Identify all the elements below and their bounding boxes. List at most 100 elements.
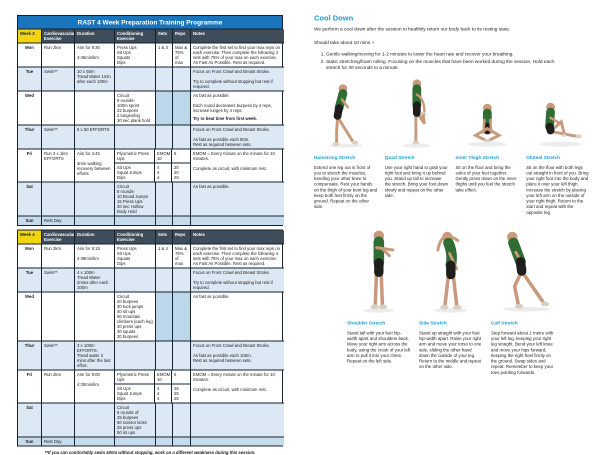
cell-notes: As fast as possible. xyxy=(191,182,284,217)
cell-duration xyxy=(75,182,115,217)
cell-notes: EMOM = Every minute on the minute for 10… xyxy=(191,370,284,404)
cell-duration: 10 x 50m Tread Water 1min after each 100… xyxy=(75,67,115,92)
week-badge: Week 4 xyxy=(18,230,42,245)
cell-duration: 3 x 100m EFFORTS. Tread water 2 mins aft… xyxy=(75,341,115,371)
cell-sets xyxy=(156,216,173,225)
cell-conditioning xyxy=(115,268,156,293)
swim-footnote: **If you can comfortably swim 400m witho… xyxy=(44,450,256,455)
cell-cardio: Rest Day xyxy=(42,437,75,446)
stretch-description: Step forward about 1 metre with your lef… xyxy=(491,330,554,375)
cell-reps xyxy=(173,437,191,446)
table-header-row: Week 4 Cardiovascular Exercise Duration … xyxy=(18,230,284,245)
cell-duration xyxy=(75,216,115,225)
cell-sets xyxy=(156,67,173,92)
cell-notes xyxy=(191,216,284,225)
col-header-duration: Duration xyxy=(75,230,115,245)
hamstring-stretch-photo xyxy=(314,76,378,149)
cell-reps xyxy=(173,341,191,371)
cell-duration: Aim for 9:15 4:38min/km xyxy=(75,244,115,269)
col-header-sets: Sets xyxy=(156,230,173,245)
stretch-card-side: Side Stretch Stand up straight with your… xyxy=(419,226,483,375)
cell-sets: 4 4 4 xyxy=(155,162,172,182)
document-title: RAST 4 Week Preparation Training Program… xyxy=(17,15,283,29)
cell-notes: Focus on Front Crawl and Breast Stroke. … xyxy=(191,341,284,371)
step-item: Gentle walking/moving for 1-2 minutes to… xyxy=(326,52,566,58)
cell-reps xyxy=(173,125,191,150)
cell-notes: Focus on Front Crawl and Breast Stroke. … xyxy=(191,125,284,150)
cell-conditioning xyxy=(115,67,156,92)
cell-reps xyxy=(173,182,191,217)
cell-notes: Complete the first set to find your max … xyxy=(191,244,284,269)
cell-cardio: Swim** xyxy=(42,268,75,293)
cell-conditioning: Sit Ups Squat Jumps Dips xyxy=(115,383,155,403)
cell-duration xyxy=(75,403,115,438)
cell-conditioning: Plyometric Press Ups xyxy=(115,370,155,384)
cell-cardio: Swim** xyxy=(42,125,75,150)
cell-sets xyxy=(156,182,173,217)
cell-notes: As fast as possible. Each round decrease… xyxy=(191,92,284,126)
stretch-card-gluteal: Gluteal Stretch Sit on the floor with bo… xyxy=(526,76,590,216)
notes-bold-text: Try to beat time from first week. xyxy=(193,116,258,122)
table-row-fri: Fri Run 3 x 1km EFFORTS Aim for 4:45 3mi… xyxy=(18,149,284,183)
hamstring-stretch-figure xyxy=(329,84,363,148)
cell-duration: Aim for 9:00 4:30min/km xyxy=(75,370,115,404)
cell-cardio: Run 2km xyxy=(42,43,75,68)
cool-down-steps: Gentle walking/moving for 1-2 minutes to… xyxy=(326,52,590,71)
cell-reps xyxy=(173,403,191,438)
table-header-row: Week 3 Cardiovascular Exercise Duration … xyxy=(18,29,284,44)
stretch-row-2: Shoulder Stretch Stand tall with your fe… xyxy=(347,226,590,375)
table-row-fri: Fri Run 2km Aim for 9:00 4:30min/km Plyo… xyxy=(18,370,284,404)
cell-reps: 6 xyxy=(174,371,177,377)
cell-cardio: Swim** xyxy=(42,67,75,92)
cell-conditioning xyxy=(115,125,156,150)
cell-notes: Complete the first set to find your max … xyxy=(191,44,284,68)
shoulder-stretch-figure xyxy=(363,230,395,313)
table-row-sun: Sun Rest Day xyxy=(18,216,284,225)
stretch-description: Stand up straight with your feet hip-wid… xyxy=(419,330,482,370)
cell-sets xyxy=(156,437,173,446)
cell-conditioning: Circuit 5 rounds- 10 Broad Jumps 15 Pres… xyxy=(115,182,156,217)
cell-duration: 6 x 50 EFFORTS xyxy=(75,125,115,150)
cell-day: Tue xyxy=(18,268,42,293)
table-row-sat: Sat Circuit 5 rounds- 10 Broad Jumps 15 … xyxy=(18,182,284,217)
cell-duration xyxy=(75,437,115,446)
cell-reps xyxy=(173,91,191,126)
stretch-name: Side Stretch xyxy=(419,320,447,326)
notes-text: As fast as possible. Each round decrease… xyxy=(193,93,272,114)
stretch-card-inner-thigh: Inner Thigh Stretch Sit on the floor and… xyxy=(456,76,520,216)
sub-row: Plyometric Press Ups EMOM 10 6 xyxy=(115,370,190,384)
gluteal-stretch-photo xyxy=(526,76,590,149)
quad-stretch-figure xyxy=(402,79,431,148)
stretch-name: Hamstring Stretch xyxy=(314,154,356,161)
col-header-reps: Reps xyxy=(173,29,191,44)
col-header-notes: Notes xyxy=(191,29,284,44)
cell-notes: Focus on Front Crawl and Breast Stroke. … xyxy=(191,268,284,293)
cell-day: Sun xyxy=(18,437,42,446)
cell-sets xyxy=(156,292,173,342)
cell-day: Tue xyxy=(18,67,42,92)
cell-day: Thur xyxy=(18,341,42,371)
quad-stretch-photo xyxy=(385,76,449,149)
training-table-week-4: Week 4 Cardiovascular Exercise Duration … xyxy=(17,229,284,447)
stretch-description: Extend one leg out in front of you to st… xyxy=(314,164,378,210)
cell-reps xyxy=(173,67,191,92)
cell-notes: As fast as possible. xyxy=(191,292,284,342)
side-stretch-photo xyxy=(419,226,483,314)
stretch-description: Use your right hand to grab your right f… xyxy=(384,164,449,198)
stretch-card-quad: Quad Stretch Use your right hand to grab… xyxy=(385,76,449,216)
stretch-name: Gluteal Stretch xyxy=(526,154,561,161)
cell-conditioning: Circuit 20 burpees 30 tuck jumps 40 sit … xyxy=(115,292,156,342)
sub-row: Sit Ups Squat Jumps Dips 4 4 4 20 20 20 xyxy=(115,162,190,182)
page-right-cool-down: Cool Down We perform a cool down after t… xyxy=(314,14,590,375)
conditioning-subtable: Plyometric Press Ups EMOM 10 6 Sit Ups S… xyxy=(115,149,191,183)
table-row-sat: Sat Circuit 5 rounds of: 25 burpees 50 s… xyxy=(18,403,284,438)
cell-duration: Aim for 4:45 3min walking recovery betwe… xyxy=(75,149,115,183)
cell-sets xyxy=(156,268,173,293)
cell-cardio: Rest Day xyxy=(42,216,75,225)
cell-cardio xyxy=(42,182,75,217)
stretch-name: Quad Stretch xyxy=(384,154,415,161)
cell-sets: 1 & 4 xyxy=(156,244,173,269)
cell-conditioning xyxy=(115,216,156,225)
inner-thigh-stretch-photo xyxy=(456,76,520,149)
cell-sets: 4 4 4 xyxy=(155,383,172,403)
